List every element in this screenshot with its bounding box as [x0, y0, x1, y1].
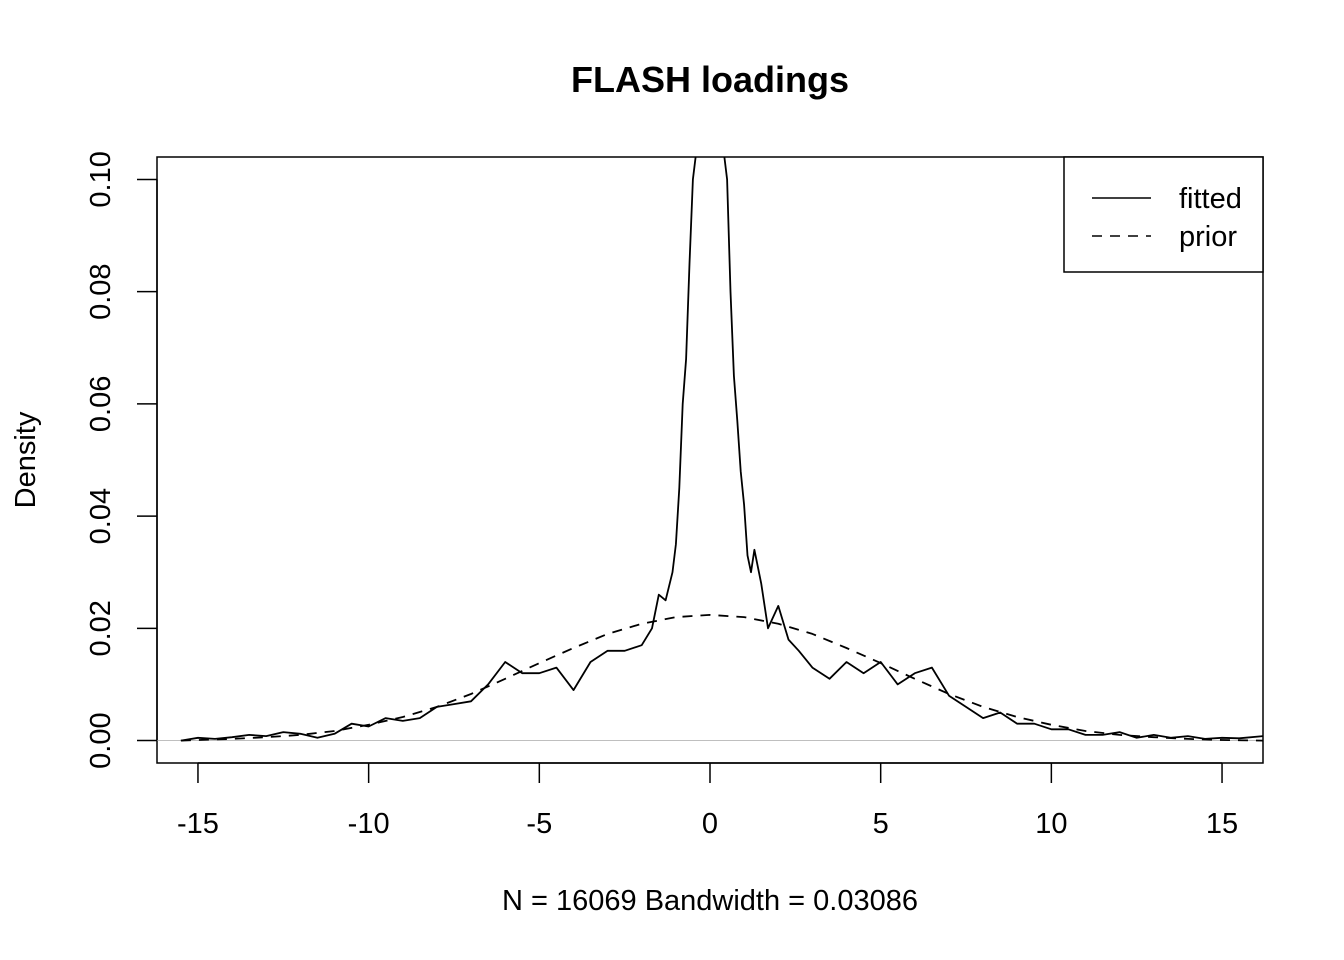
y-tick-label: 0.02	[85, 600, 117, 656]
x-tick-label: -5	[526, 808, 552, 840]
legend-prior-label: prior	[1179, 221, 1237, 253]
y-tick-label: 0.00	[85, 712, 117, 768]
curves-layer	[157, 157, 1263, 742]
x-tick-label: -15	[177, 808, 219, 840]
y-tick-label: 0.04	[85, 488, 117, 544]
series-fitted-line	[180, 157, 1263, 742]
x-axis: -15 -10 -5 0 5 10 15	[177, 762, 1238, 840]
series-prior-line	[180, 614, 1263, 742]
y-tick-label: 0.06	[85, 376, 117, 432]
x-tick-label: 10	[1035, 808, 1067, 840]
legend: fitted prior	[1063, 156, 1264, 273]
x-axis-label: N = 16069 Bandwidth = 0.03086	[502, 885, 918, 917]
legend-box	[1063, 156, 1264, 273]
chart-title: FLASH loadings	[571, 59, 849, 100]
y-axis-label: Density	[10, 411, 42, 508]
legend-fitted-label: fitted	[1179, 183, 1242, 215]
y-tick-label: 0.10	[85, 151, 117, 207]
x-tick-label: 15	[1206, 808, 1238, 840]
y-tick-label: 0.08	[85, 263, 117, 319]
x-tick-label: 0	[702, 808, 718, 840]
x-tick-label: -10	[348, 808, 390, 840]
x-tick-label: 5	[873, 808, 889, 840]
y-axis: 0.00 0.02 0.04 0.06 0.08 0.10	[85, 151, 158, 769]
